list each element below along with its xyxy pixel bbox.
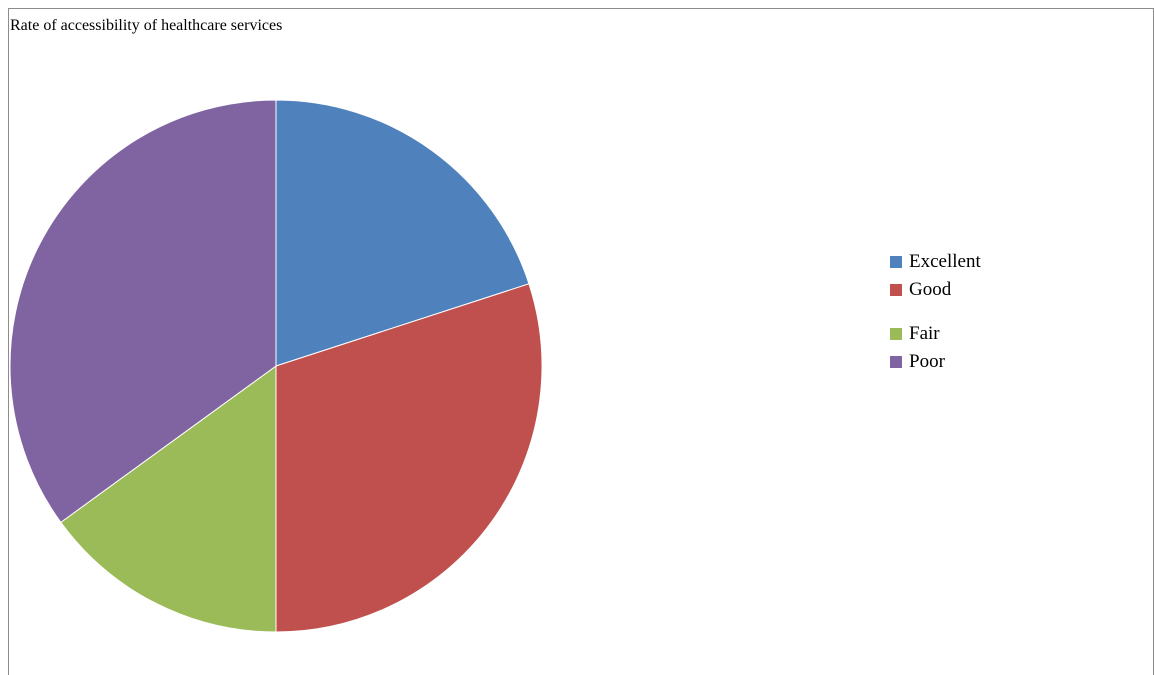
legend-swatch-good [890, 284, 902, 296]
legend-item-excellent: Excellent [890, 251, 981, 273]
legend-label-good: Good [909, 279, 952, 300]
chart-title: Rate of accessibility of healthcare serv… [10, 17, 283, 34]
legend-item-fair: Fair [890, 323, 940, 345]
pie-slice-excellent [275, 99, 530, 367]
pie-slice-poor [9, 99, 277, 524]
legend-label-fair: Fair [909, 323, 940, 344]
legend-label-excellent: Excellent [909, 251, 981, 272]
legend-item-poor: Poor [890, 351, 945, 373]
legend-swatch-fair [890, 328, 902, 340]
pie-slices [9, 99, 543, 633]
pie-slice-good [275, 283, 543, 633]
legend-label-poor: Poor [909, 351, 945, 372]
pie-slice-fair [60, 365, 277, 633]
legend-swatch-excellent [890, 256, 902, 268]
legend-swatch-poor [890, 356, 902, 368]
legend-item-good: Good [890, 279, 951, 301]
